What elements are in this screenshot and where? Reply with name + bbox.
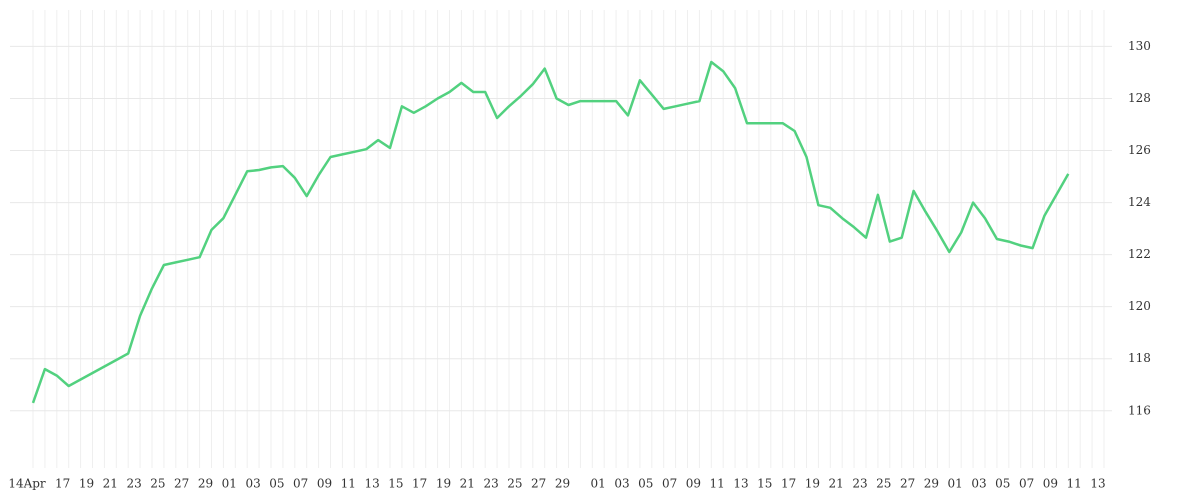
x-tick-label: 07	[662, 477, 677, 491]
x-tick-label: 03	[971, 477, 986, 491]
x-tick-label: 21	[460, 477, 475, 491]
x-tick-label: 27	[900, 477, 915, 491]
x-tick-label: 07	[1019, 477, 1034, 491]
x-tick-label: 27	[531, 477, 546, 491]
x-tick-label: 01	[948, 477, 963, 491]
x-tick-label: 14Apr	[8, 477, 46, 491]
y-tick-label: 130	[1128, 39, 1151, 53]
x-tick-label: 09	[1043, 477, 1058, 491]
y-tick-label: 126	[1128, 143, 1151, 157]
x-tick-label: 03	[245, 477, 260, 491]
x-tick-label: 13	[1090, 477, 1105, 491]
x-tick-label: 05	[995, 477, 1010, 491]
x-tick-label: 03	[614, 477, 629, 491]
x-tick-label: 11	[1067, 477, 1082, 491]
x-tick-label: 25	[507, 477, 522, 491]
x-tick-label: 19	[436, 477, 451, 491]
x-tick-label: 09	[686, 477, 701, 491]
x-tick-label: 29	[924, 477, 939, 491]
x-tick-label: 05	[638, 477, 653, 491]
x-tick-label: 17	[55, 477, 70, 491]
x-tick-label: 07	[293, 477, 308, 491]
x-tick-label: 23	[852, 477, 867, 491]
y-tick-label: 120	[1128, 299, 1151, 313]
x-tick-label: 13	[364, 477, 379, 491]
x-tick-label: 21	[829, 477, 844, 491]
x-tick-label: 11	[710, 477, 725, 491]
x-tick-label: 27	[174, 477, 189, 491]
y-tick-label: 122	[1128, 247, 1151, 261]
line	[31, 60, 1070, 404]
x-tick-label: 01	[591, 477, 606, 491]
x-tick-label: 19	[805, 477, 820, 491]
plot-area	[10, 10, 1112, 468]
x-tick-label: 17	[781, 477, 796, 491]
x-tick-label: 29	[555, 477, 570, 491]
x-tick-label: 21	[103, 477, 118, 491]
x-tick-label: 25	[876, 477, 891, 491]
x-tick-label: 11	[341, 477, 356, 491]
x-tick-label: 19	[79, 477, 94, 491]
x-tick-label: 23	[483, 477, 498, 491]
x-tick-label: 15	[388, 477, 403, 491]
x-tick-label: 01	[222, 477, 237, 491]
x-tick-label: 13	[733, 477, 748, 491]
y-tick-label: 116	[1128, 403, 1151, 417]
y-tick-label: 118	[1128, 351, 1151, 365]
y-tick-label: 124	[1128, 195, 1151, 209]
x-tick-label: 23	[126, 477, 141, 491]
x-tick-label: 09	[317, 477, 332, 491]
x-tick-label: 17	[412, 477, 427, 491]
x-tick-label: 15	[757, 477, 772, 491]
x-tick-label: 05	[269, 477, 284, 491]
x-tick-label: 29	[198, 477, 213, 491]
x-tick-label: 25	[150, 477, 165, 491]
y-tick-label: 128	[1128, 91, 1151, 105]
